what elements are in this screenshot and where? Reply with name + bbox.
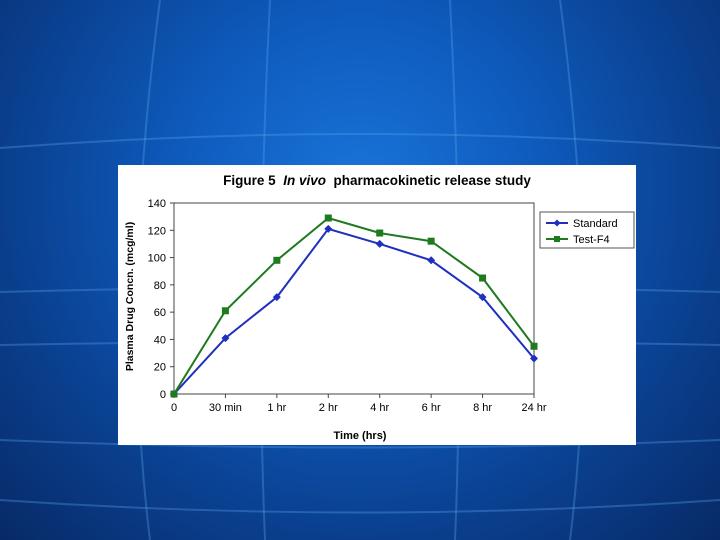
data-point-marker bbox=[273, 256, 281, 264]
data-point-marker bbox=[427, 237, 435, 245]
y-tick-label: 140 bbox=[148, 198, 166, 210]
data-point-marker bbox=[324, 224, 333, 233]
data-point-marker bbox=[478, 293, 487, 302]
x-tick-label: 2 hr bbox=[319, 402, 338, 414]
chart-title-suffix: pharmacokinetic release study bbox=[333, 173, 531, 188]
x-tick-label: 6 hr bbox=[422, 402, 441, 414]
legend-marker bbox=[553, 219, 561, 227]
data-point-marker bbox=[221, 334, 230, 343]
y-tick-label: 120 bbox=[148, 225, 166, 237]
data-point-marker bbox=[427, 256, 436, 265]
plot-area-frame bbox=[173, 202, 535, 395]
x-tick-label: 1 hr bbox=[267, 402, 286, 414]
legend-entry-label: Test-F4 bbox=[573, 234, 610, 246]
y-tick-label: 100 bbox=[148, 253, 166, 265]
y-tick-label: 20 bbox=[154, 362, 166, 374]
x-tick-label: 8 hr bbox=[473, 402, 492, 414]
data-point-marker bbox=[272, 293, 281, 302]
data-point-marker bbox=[479, 274, 487, 282]
data-point-marker bbox=[530, 354, 538, 363]
chart-plot: 0 20 40 60 80 100 120 140 0 30 min 1 hr 2 hr 4 hr 6 h… bbox=[124, 198, 635, 442]
x-tick-label: 30 min bbox=[209, 402, 242, 414]
chart-title: Figure 5 In vivo pharmacokinetic release… bbox=[118, 173, 636, 188]
data-point-marker bbox=[376, 229, 384, 237]
data-point-marker bbox=[170, 390, 178, 398]
data-point-marker bbox=[375, 239, 384, 248]
series-line-test-f4 bbox=[173, 216, 535, 395]
series-line-standard bbox=[173, 227, 535, 395]
y-tick-label: 80 bbox=[154, 280, 166, 292]
chart-panel: Figure 5 In vivo pharmacokinetic release… bbox=[118, 165, 636, 445]
chart-title-italic: In vivo bbox=[283, 173, 326, 188]
chart-title-prefix: Figure 5 bbox=[223, 173, 276, 188]
legend-marker bbox=[554, 236, 560, 242]
y-axis-label: Plasma Drug Concn. (mcg/ml) bbox=[124, 222, 136, 371]
data-point-marker bbox=[324, 214, 332, 222]
y-tick-label: 0 bbox=[160, 389, 166, 401]
y-tick-label: 60 bbox=[154, 307, 166, 319]
x-tick-label: 4 hr bbox=[370, 402, 389, 414]
x-tick-label: 24 hr bbox=[521, 402, 546, 414]
data-point-marker bbox=[530, 342, 538, 350]
legend-entry-label: Standard bbox=[573, 218, 618, 230]
data-point-marker bbox=[221, 307, 229, 315]
y-tick-label: 40 bbox=[154, 334, 166, 346]
x-axis-label: Time (hrs) bbox=[334, 430, 387, 442]
x-tick-label: 0 bbox=[171, 402, 177, 414]
